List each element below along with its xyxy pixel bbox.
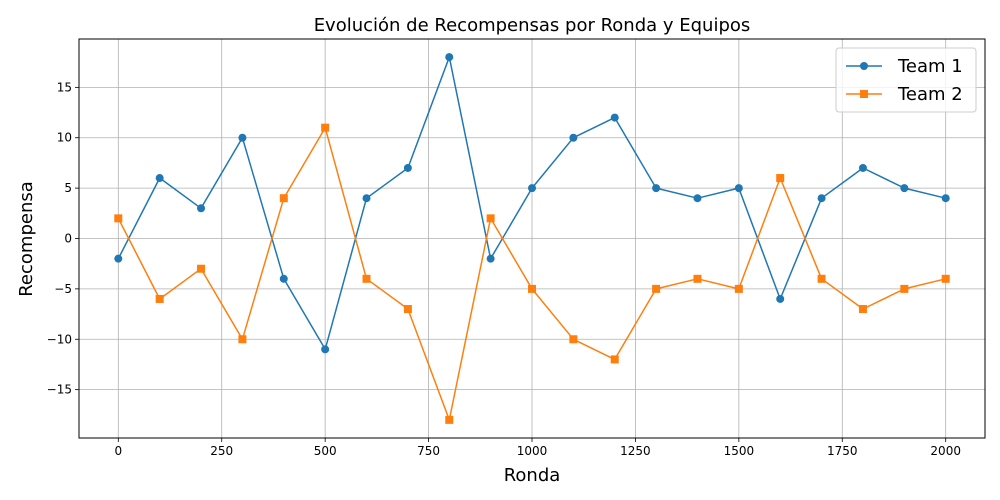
y-tick-label: 5 <box>64 181 72 195</box>
x-tick-label: 750 <box>417 444 440 458</box>
data-point-team-2 <box>776 174 785 183</box>
legend-label-team-2: Team 2 <box>897 84 963 105</box>
y-tick-label: 15 <box>57 80 72 94</box>
data-point-team-1 <box>693 194 702 203</box>
x-tick-label: 1750 <box>827 444 858 458</box>
data-point-team-2 <box>652 284 661 293</box>
y-tick-label: −15 <box>47 383 72 397</box>
data-point-team-1 <box>197 204 206 213</box>
data-point-team-2 <box>445 415 454 424</box>
data-point-team-2 <box>569 335 578 344</box>
data-point-team-2 <box>321 123 330 132</box>
data-point-team-1 <box>528 184 536 193</box>
data-point-team-1 <box>486 254 495 263</box>
y-tick-label: 10 <box>57 131 72 145</box>
data-point-team-1 <box>900 184 909 193</box>
legend-marker-team-2 <box>860 90 868 98</box>
data-point-team-1 <box>321 345 330 354</box>
data-point-team-2 <box>238 335 247 344</box>
data-point-team-2 <box>279 194 288 203</box>
x-tick-label: 1250 <box>620 444 651 458</box>
data-point-team-2 <box>114 214 123 223</box>
data-point-team-1 <box>776 294 785 303</box>
legend-marker-team-1 <box>860 62 868 70</box>
y-tick-label: −5 <box>54 282 72 296</box>
x-axis-label: Ronda <box>504 465 561 486</box>
data-point-team-1 <box>858 163 867 172</box>
axis-ticks: 0 250 500 750 1000 1250 1500 1750 2000 −15 −10 −5 0 5… <box>47 80 961 458</box>
data-point-team-2 <box>528 284 536 293</box>
y-tick-label: −10 <box>47 332 72 346</box>
data-point-team-2 <box>817 274 826 283</box>
data-point-team-2 <box>362 274 371 283</box>
data-point-team-2 <box>486 214 495 223</box>
legend-label-team-1: Team 1 <box>897 56 963 77</box>
data-point-team-1 <box>114 254 123 263</box>
legend-frame <box>835 47 977 113</box>
data-point-team-2 <box>197 264 206 273</box>
y-tick-label: 0 <box>64 232 72 246</box>
x-tick-label: 1000 <box>517 444 548 458</box>
data-point-team-2 <box>693 274 702 283</box>
y-axis-label: Recompensa <box>16 181 37 297</box>
data-point-team-1 <box>403 163 412 172</box>
data-point-team-2 <box>858 305 867 314</box>
data-point-team-1 <box>445 53 454 62</box>
data-point-team-2 <box>734 284 743 293</box>
legend: Team 1 Team 2 <box>835 47 977 113</box>
data-point-team-1 <box>362 194 371 203</box>
data-point-team-2 <box>941 274 950 283</box>
x-tick-label: 2000 <box>930 444 961 458</box>
data-point-team-1 <box>734 184 743 193</box>
x-tick-label: 1500 <box>724 444 755 458</box>
data-point-team-1 <box>610 113 619 122</box>
x-tick-label: 0 <box>114 444 122 458</box>
data-point-team-2 <box>155 294 164 303</box>
data-point-team-1 <box>817 194 826 203</box>
data-point-team-2 <box>610 355 619 364</box>
data-point-team-1 <box>155 174 164 183</box>
data-point-team-1 <box>238 133 247 142</box>
x-tick-label: 500 <box>314 444 337 458</box>
data-point-team-2 <box>900 284 909 293</box>
data-point-team-2 <box>403 305 412 314</box>
x-tick-label: 250 <box>210 444 233 458</box>
data-point-team-1 <box>652 184 661 193</box>
chart-title: Evolución de Recompensas por Ronda y Equ… <box>314 15 751 36</box>
data-point-team-1 <box>569 133 578 142</box>
series-layer <box>114 53 950 424</box>
data-point-team-1 <box>279 274 288 283</box>
data-point-team-1 <box>941 194 950 203</box>
